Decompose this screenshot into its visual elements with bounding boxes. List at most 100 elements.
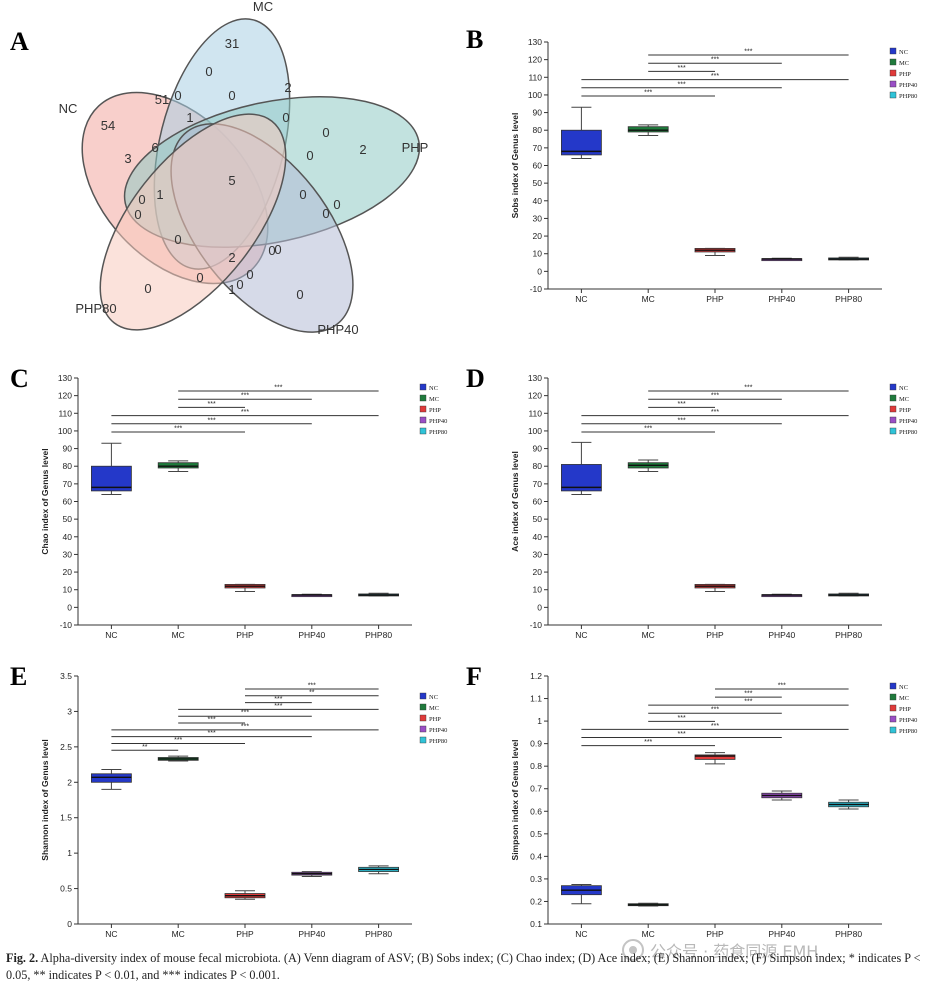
legend-swatch-mc <box>419 394 427 402</box>
legend-swatch-nc <box>419 692 427 700</box>
legend-label-mc: MC <box>899 60 909 67</box>
significance-label: *** <box>274 385 282 392</box>
venn-region-count: 2 <box>284 80 291 95</box>
venn-region-count: 3 <box>124 151 131 166</box>
legend-swatch-php80 <box>419 427 427 435</box>
venn-region-count: 0 <box>296 287 303 302</box>
y-tick-label: 70 <box>533 143 543 153</box>
y-tick-label: 3 <box>67 706 72 716</box>
legend-swatch-php80 <box>419 736 427 744</box>
caption-label: Fig. 2. <box>6 951 39 965</box>
venn-region-count: 0 <box>236 277 243 292</box>
venn-region-count: 0 <box>196 270 203 285</box>
y-tick-label: 50 <box>533 178 543 188</box>
box-php <box>694 754 736 760</box>
legend-label-nc: NC <box>899 684 908 691</box>
legend-swatch-php40 <box>419 725 427 733</box>
legend-swatch-php40 <box>889 715 897 723</box>
x-tick-label: PHP40 <box>768 630 795 640</box>
y-axis-label: Simpson index of Genus level <box>510 740 520 861</box>
x-tick-label: PHP80 <box>365 929 392 939</box>
y-tick-label: 120 <box>528 391 542 401</box>
significance-label: *** <box>644 739 652 746</box>
y-tick-label: 90 <box>533 108 543 118</box>
x-tick-label: PHP40 <box>768 294 795 304</box>
venn-ellipse-php80 <box>99 113 287 331</box>
legend-label-php: PHP <box>429 716 441 723</box>
legend-label-php40: PHP40 <box>899 82 917 89</box>
significance-label: *** <box>644 426 652 433</box>
y-tick-label: 1.2 <box>530 671 542 681</box>
x-tick-label: PHP80 <box>835 294 862 304</box>
legend-swatch-php40 <box>889 416 897 424</box>
y-tick-label: 90 <box>533 444 543 454</box>
venn-region-count: 0 <box>134 207 141 222</box>
panel-letter-b: B <box>466 25 483 54</box>
legend-swatch-nc <box>889 682 897 690</box>
y-tick-label: 60 <box>63 497 73 507</box>
y-tick-label: 10 <box>63 585 73 595</box>
panel-letter-a: A <box>10 27 29 56</box>
significance-label: *** <box>711 707 719 714</box>
y-tick-label: 130 <box>528 373 542 383</box>
legend-label-mc: MC <box>899 396 909 403</box>
panel-letter-d: D <box>466 364 485 393</box>
legend-label-php80: PHP80 <box>899 429 917 436</box>
legend-label-php: PHP <box>429 407 441 414</box>
venn-region-count: 0 <box>268 243 275 258</box>
venn-region-count: 5 <box>228 173 235 188</box>
venn-region-count: 0 <box>246 267 253 282</box>
significance-label: *** <box>778 683 786 690</box>
y-tick-label: 90 <box>63 444 73 454</box>
y-tick-label: 100 <box>58 426 72 436</box>
significance-label: *** <box>208 401 216 408</box>
y-tick-label: 0.5 <box>60 884 72 894</box>
significance-label: *** <box>711 73 719 80</box>
significance-label: *** <box>711 409 719 416</box>
legend-swatch-php <box>419 405 427 413</box>
legend-swatch-php <box>889 405 897 413</box>
significance-label: *** <box>744 699 752 706</box>
significance-label: *** <box>208 717 216 724</box>
x-tick-label: MC <box>172 929 185 939</box>
y-tick-label: 1.5 <box>60 813 72 823</box>
venn-region-count: 0 <box>282 110 289 125</box>
chart-panel-b: B -10 0 10 20 30 40 50 60 70 80 90 100 110 120 130 Sobs … <box>466 25 917 304</box>
venn-region-count: 0 <box>333 197 340 212</box>
significance-label: *** <box>274 703 282 710</box>
legend-label-php80: PHP80 <box>899 728 917 735</box>
venn-set-label-php40: PHP40 <box>317 322 358 337</box>
legend-swatch-php80 <box>889 726 897 734</box>
venn-region-count: 1 <box>186 110 193 125</box>
legend-label-php: PHP <box>899 706 911 713</box>
legend-label-nc: NC <box>429 385 438 392</box>
panel-letter-c: C <box>10 364 29 393</box>
legend-swatch-php <box>419 714 427 722</box>
caption-text: Alpha-diversity index of mouse fecal mic… <box>6 951 921 982</box>
y-tick-label: 40 <box>533 532 543 542</box>
x-tick-label: PHP80 <box>365 630 392 640</box>
x-tick-label: MC <box>642 630 655 640</box>
significance-label: *** <box>711 57 719 64</box>
legend-label-php: PHP <box>899 407 911 414</box>
y-tick-label: 0 <box>67 919 72 929</box>
y-tick-label: 10 <box>533 249 543 259</box>
y-tick-label: 1 <box>537 716 542 726</box>
venn-region-count: 2 <box>228 250 235 265</box>
y-tick-label: 1.1 <box>530 694 542 704</box>
box-nc <box>561 464 602 492</box>
significance-label: *** <box>241 409 249 416</box>
x-tick-label: PHP <box>236 630 254 640</box>
y-tick-label: 0.7 <box>530 784 542 794</box>
venn-region-count: 0 <box>138 192 145 207</box>
y-tick-label: 30 <box>533 549 543 559</box>
venn-region-count: 0 <box>228 88 235 103</box>
legend-swatch-mc <box>419 703 427 711</box>
x-tick-label: PHP80 <box>835 630 862 640</box>
y-tick-label: 0.2 <box>530 896 542 906</box>
venn-set-label-mc: MC <box>253 0 273 14</box>
legend-label-php40: PHP40 <box>899 717 917 724</box>
chart-panel-d: D -10 0 10 20 30 40 50 60 70 80 90 100 110 120 130 Ace i… <box>466 364 917 640</box>
